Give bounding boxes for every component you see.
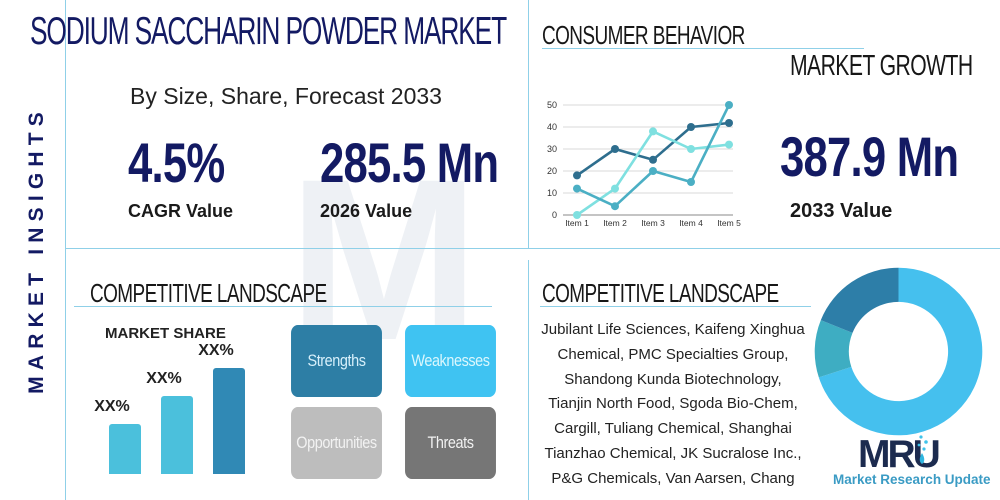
svg-text:0: 0: [552, 210, 557, 220]
svg-text:Item 4: Item 4: [679, 218, 703, 228]
svg-text:Item 5: Item 5: [717, 218, 741, 228]
svg-text:10: 10: [547, 188, 557, 198]
svg-text:Item 2: Item 2: [603, 218, 627, 228]
svg-text:30: 30: [547, 144, 557, 154]
svg-text:40: 40: [547, 122, 557, 132]
svg-text:20: 20: [547, 166, 557, 176]
svg-text:50: 50: [547, 100, 557, 110]
svg-text:Item 1: Item 1: [565, 218, 589, 228]
svg-text:Item 3: Item 3: [641, 218, 665, 228]
